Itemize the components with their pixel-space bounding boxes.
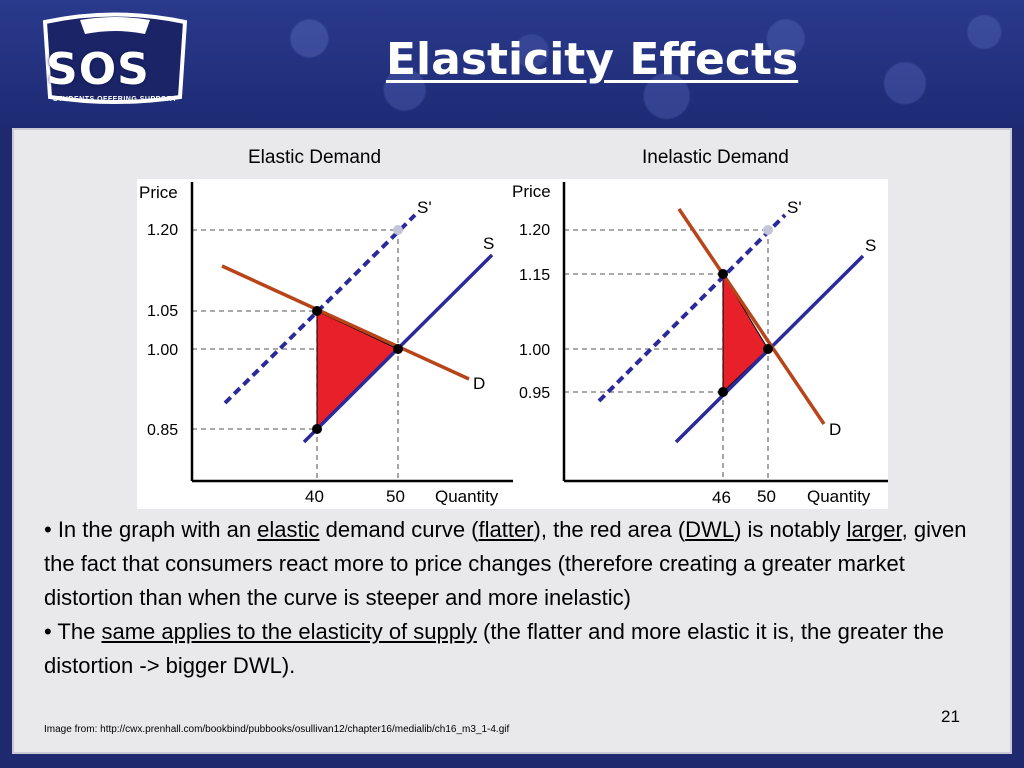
- demand-label: D: [473, 374, 485, 393]
- underlined-term: same applies to the elasticity of supply: [101, 619, 477, 644]
- page-number: 21: [941, 707, 960, 726]
- demand-curve: [221, 264, 470, 381]
- sos-logo-badge: [42, 12, 188, 104]
- shifted-point: [393, 225, 403, 235]
- quantity-tick-label: 50: [757, 487, 776, 506]
- equilibrium-point: [393, 344, 403, 354]
- inelastic-demand-graph: Price 1.20 1.15 1.00 0.95 46 50 Quantity…: [512, 182, 888, 507]
- price-tick-label: 1.20: [519, 222, 550, 239]
- inelastic-graph-title: Inelastic Demand: [642, 147, 789, 168]
- slide-title: Elasticity Effects: [386, 34, 799, 85]
- bullet-text: • In the graph with an elastic demand cu…: [44, 513, 994, 683]
- quantity-tick-label: 40: [305, 487, 324, 506]
- quantity-tick-label: 46: [712, 488, 731, 507]
- equilibrium-point: [312, 306, 322, 316]
- price-tick-label: 0.95: [519, 385, 550, 402]
- underlined-term: DWL: [685, 517, 735, 542]
- equilibrium-point: [718, 269, 728, 279]
- quantity-tick-label: 50: [386, 487, 405, 506]
- underlined-term: larger: [846, 517, 902, 542]
- logo-text: SOS: [46, 44, 150, 95]
- slide-header: SOS STUDENTS OFFERING SUPPORT Elasticity…: [0, 0, 1024, 128]
- image-source-footnote: Image from: http://cwx.prenhall.com/book…: [44, 724, 510, 735]
- price-tick-label: 0.85: [147, 422, 178, 439]
- logo-subtitle: STUDENTS OFFERING SUPPORT: [52, 96, 178, 103]
- bullet-supply-explanation: • The same applies to the elasticity of …: [44, 619, 944, 678]
- shifted-point: [763, 225, 773, 235]
- equilibrium-point: [763, 344, 773, 354]
- x-axis-label: Quantity: [807, 487, 871, 506]
- equilibrium-point: [312, 424, 322, 434]
- x-axis-label: Quantity: [435, 487, 499, 506]
- supply-label: S: [483, 234, 494, 253]
- shifted-supply-label: S': [417, 198, 432, 217]
- demand-label: D: [829, 420, 841, 439]
- header-background-photo: [230, 0, 1024, 128]
- price-tick-label: 1.00: [519, 342, 550, 359]
- underlined-term: elastic: [257, 517, 320, 542]
- price-tick-label: 1.05: [147, 303, 178, 320]
- shifted-supply-curve: [597, 213, 787, 403]
- price-tick-label: 1.00: [147, 342, 178, 359]
- underlined-term: flatter: [478, 517, 534, 542]
- shifted-supply-label: S': [787, 198, 802, 217]
- price-tick-label: 1.20: [147, 222, 178, 239]
- bullet-elastic-explanation: • In the graph with an elastic demand cu…: [44, 517, 967, 610]
- y-axis-label: Price: [139, 183, 178, 202]
- elastic-graph-title: Elastic Demand: [248, 147, 382, 168]
- supply-label: S: [865, 236, 876, 255]
- elastic-demand-graph: Price 1.20 1.05 1.00 0.85 40 50 Quantity…: [139, 182, 513, 506]
- equilibrium-point: [718, 387, 728, 397]
- price-tick-label: 1.15: [519, 267, 550, 284]
- demand-curve: [677, 208, 826, 425]
- y-axis-label: Price: [512, 182, 551, 201]
